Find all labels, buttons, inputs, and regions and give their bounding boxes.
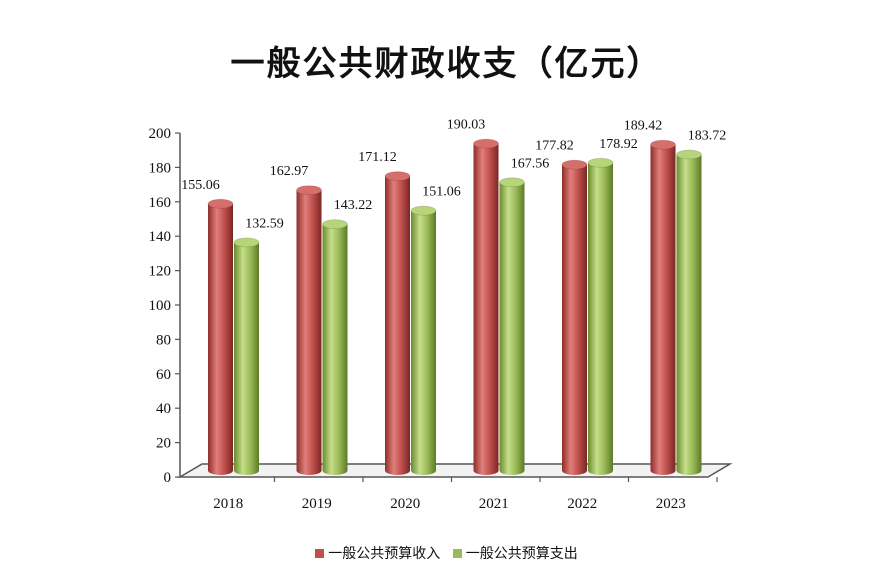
data-label: 155.06	[181, 178, 220, 193]
bar-bottom	[650, 466, 676, 475]
bar-top	[233, 237, 260, 248]
labels: 0 20 40 60 80 100 120 140 160 180 200 2018 2019 2020 2…	[149, 118, 727, 512]
bar-income-2022	[561, 159, 588, 475]
bar-expense-2022	[587, 157, 614, 475]
bar-body	[499, 182, 525, 471]
data-label: 171.12	[358, 150, 397, 165]
bar-bottom	[296, 466, 322, 475]
bar-bottom	[322, 466, 348, 475]
bar-body	[411, 210, 436, 471]
y-tick-label: 160	[149, 195, 172, 211]
data-label: 177.82	[535, 139, 574, 154]
y-tick-label: 100	[149, 298, 172, 314]
bar-bottom	[562, 466, 587, 475]
x-tick-label: 2019	[302, 496, 332, 512]
data-label: 132.59	[245, 216, 284, 231]
bar-bottom	[234, 466, 259, 475]
bar-body	[562, 164, 587, 471]
x-tick-label: 2018	[213, 496, 243, 512]
bar-body	[676, 154, 702, 471]
bar-top	[499, 177, 525, 188]
bar-body	[296, 190, 322, 471]
bars	[207, 138, 702, 475]
chart-title: 一般公共财政收支（亿元）	[230, 44, 663, 84]
bar-income-2018	[207, 198, 234, 475]
bar-bottom	[588, 466, 613, 475]
bar-expense-2020	[410, 205, 437, 475]
bar-body	[322, 224, 348, 471]
legend-label-income: 一般公共预算收入	[328, 546, 441, 562]
bar-top	[473, 138, 499, 149]
bar-top	[207, 198, 234, 209]
bar-income-2021	[473, 138, 499, 475]
y-tick-label: 80	[156, 332, 171, 348]
x-tick-label: 2021	[479, 496, 509, 512]
bar-top	[410, 205, 437, 216]
y-tick-label: 120	[149, 264, 172, 280]
data-label: 143.22	[334, 198, 373, 213]
bar-body	[208, 203, 233, 471]
y-tick-label: 180	[149, 160, 172, 176]
data-label: 151.06	[422, 185, 461, 200]
y-tick-label: 200	[149, 126, 172, 142]
bar-body	[650, 144, 676, 471]
legend-swatch-expense-icon	[452, 548, 462, 558]
bar-income-2019	[296, 185, 322, 475]
bar-expense-2018	[233, 237, 260, 475]
bar-top	[384, 171, 411, 182]
data-label: 189.42	[624, 119, 663, 134]
x-tick-label: 2022	[567, 496, 597, 512]
data-label: 167.56	[511, 156, 550, 171]
data-label: 183.72	[688, 129, 727, 144]
bar-bottom	[208, 466, 233, 475]
y-tick-label: 0	[164, 470, 172, 486]
data-label: 162.97	[270, 164, 309, 179]
bar-top	[587, 157, 614, 168]
y-tick-label: 40	[156, 401, 171, 417]
y-tick-label: 60	[156, 367, 171, 383]
bar-bottom	[473, 466, 499, 475]
data-label: 178.92	[599, 137, 638, 152]
y-tick-label: 140	[149, 229, 172, 245]
legend-swatch-income-icon	[315, 548, 325, 558]
x-tick-label: 2023	[656, 496, 686, 512]
bar-top	[676, 149, 702, 160]
bar-expense-2019	[322, 219, 348, 475]
bar-body	[234, 242, 259, 471]
bar-bottom	[385, 466, 410, 475]
bar-body	[385, 176, 410, 471]
bar-body	[473, 143, 499, 471]
legend: 一般公共预算收入 一般公共预算支出	[0, 543, 893, 563]
bar-bottom	[411, 466, 436, 475]
data-label: 190.03	[447, 118, 486, 133]
bar-bottom	[676, 466, 702, 475]
bar-income-2023	[650, 139, 676, 475]
legend-item-expense: 一般公共预算支出	[452, 543, 578, 563]
bar-top	[650, 139, 676, 150]
bar-income-2020	[384, 171, 411, 475]
bar-body	[588, 162, 613, 471]
y-tick-label: 20	[156, 436, 171, 452]
bar-top	[322, 219, 348, 230]
x-tick-label: 2020	[390, 496, 420, 512]
bar-bottom	[499, 466, 525, 475]
bar-expense-2021	[499, 177, 525, 475]
legend-label-expense: 一般公共预算支出	[465, 546, 578, 562]
bar-top	[561, 159, 588, 170]
bar-expense-2023	[676, 149, 702, 475]
chart-floor	[177, 463, 733, 478]
bar-top	[296, 185, 322, 196]
legend-item-income: 一般公共预算收入	[315, 543, 440, 563]
